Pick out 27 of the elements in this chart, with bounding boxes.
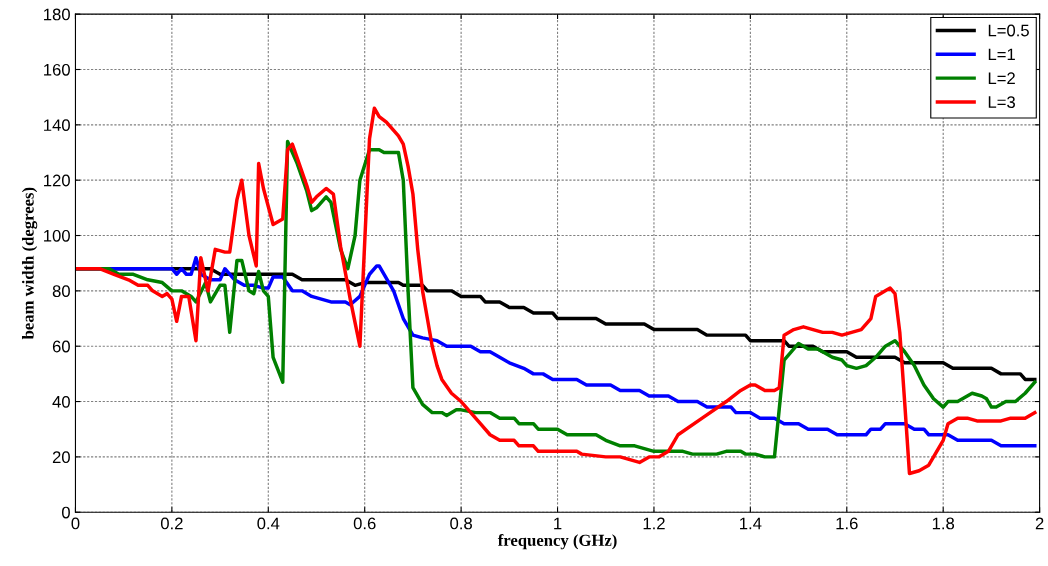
y-tick-label: 40 — [52, 395, 70, 408]
y-tick-label: 0 — [61, 506, 70, 519]
y-tick-label: 120 — [44, 174, 70, 187]
y-axis-title: beam width (degrees) — [21, 187, 38, 340]
legend-label: L=1 — [988, 48, 1015, 61]
y-tick-label: 180 — [44, 8, 70, 21]
x-tick-label: 0 — [71, 517, 80, 530]
y-tick-label: 140 — [44, 119, 70, 132]
y-tick-label: 20 — [52, 451, 70, 464]
y-tick-label: 80 — [52, 285, 70, 298]
legend-label: L=3 — [988, 96, 1015, 108]
y-tick-label: 160 — [44, 63, 70, 76]
x-tick-label: 1.8 — [932, 517, 955, 530]
x-tick-label: 0.2 — [160, 517, 183, 530]
y-tick-label: 100 — [44, 229, 70, 242]
x-tick-label: 1.2 — [643, 517, 665, 530]
x-tick-label: 1.4 — [740, 517, 762, 530]
x-tick-label: 1 — [554, 517, 562, 530]
x-tick-label: 0.8 — [450, 517, 472, 530]
x-tick-label: 1.6 — [836, 517, 858, 530]
x-tick-label: 2 — [1035, 517, 1044, 530]
y-tick-label: 60 — [52, 340, 70, 353]
x-tick-label: 0.4 — [257, 517, 280, 530]
legend-label: L=0.5 — [988, 24, 1029, 37]
legend-label: L=2 — [988, 72, 1015, 84]
x-tick-label: 0.6 — [353, 517, 376, 530]
x-axis-title: frequency (GHz) — [497, 534, 617, 550]
